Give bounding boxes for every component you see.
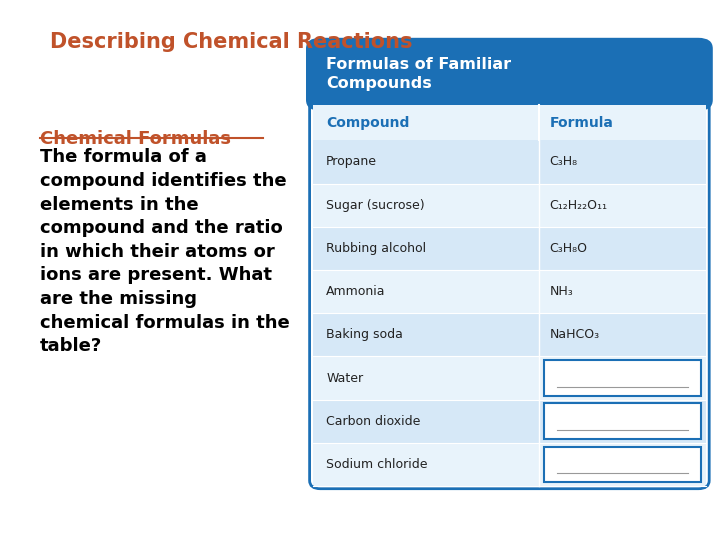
Text: C₃H₈: C₃H₈ xyxy=(549,156,577,168)
Text: C₃H₈O: C₃H₈O xyxy=(549,242,588,255)
Text: Chemical Formulas: Chemical Formulas xyxy=(40,130,230,147)
Bar xyxy=(313,184,706,227)
Text: Rubbing alcohol: Rubbing alcohol xyxy=(326,242,426,255)
Text: Propane: Propane xyxy=(326,156,377,168)
Bar xyxy=(313,270,706,313)
Bar xyxy=(544,403,701,439)
Text: Water: Water xyxy=(326,372,364,384)
Text: C₁₂H₂₂O₁₁: C₁₂H₂₂O₁₁ xyxy=(549,199,608,212)
Text: Carbon dioxide: Carbon dioxide xyxy=(326,415,420,428)
Bar xyxy=(544,360,701,396)
Bar xyxy=(313,313,706,356)
Text: Describing Chemical Reactions: Describing Chemical Reactions xyxy=(50,32,413,52)
Bar xyxy=(313,105,706,140)
Bar xyxy=(313,400,706,443)
Text: The formula of a
compound identifies the
elements in the
compound and the ratio
: The formula of a compound identifies the… xyxy=(40,148,289,355)
Bar xyxy=(544,447,701,482)
Text: Compound: Compound xyxy=(326,116,410,130)
FancyBboxPatch shape xyxy=(306,38,713,111)
Bar xyxy=(313,356,706,400)
Bar xyxy=(313,227,706,270)
Bar xyxy=(313,443,706,486)
Text: Baking soda: Baking soda xyxy=(326,328,403,341)
Text: Ammonia: Ammonia xyxy=(326,285,386,298)
Bar xyxy=(313,140,706,184)
Text: Sodium chloride: Sodium chloride xyxy=(326,458,428,471)
Text: NH₃: NH₃ xyxy=(549,285,573,298)
Text: Sugar (sucrose): Sugar (sucrose) xyxy=(326,199,425,212)
Text: NaHCO₃: NaHCO₃ xyxy=(549,328,600,341)
Text: Formulas of Familiar
Compounds: Formulas of Familiar Compounds xyxy=(326,57,511,91)
Text: Formula: Formula xyxy=(549,116,613,130)
